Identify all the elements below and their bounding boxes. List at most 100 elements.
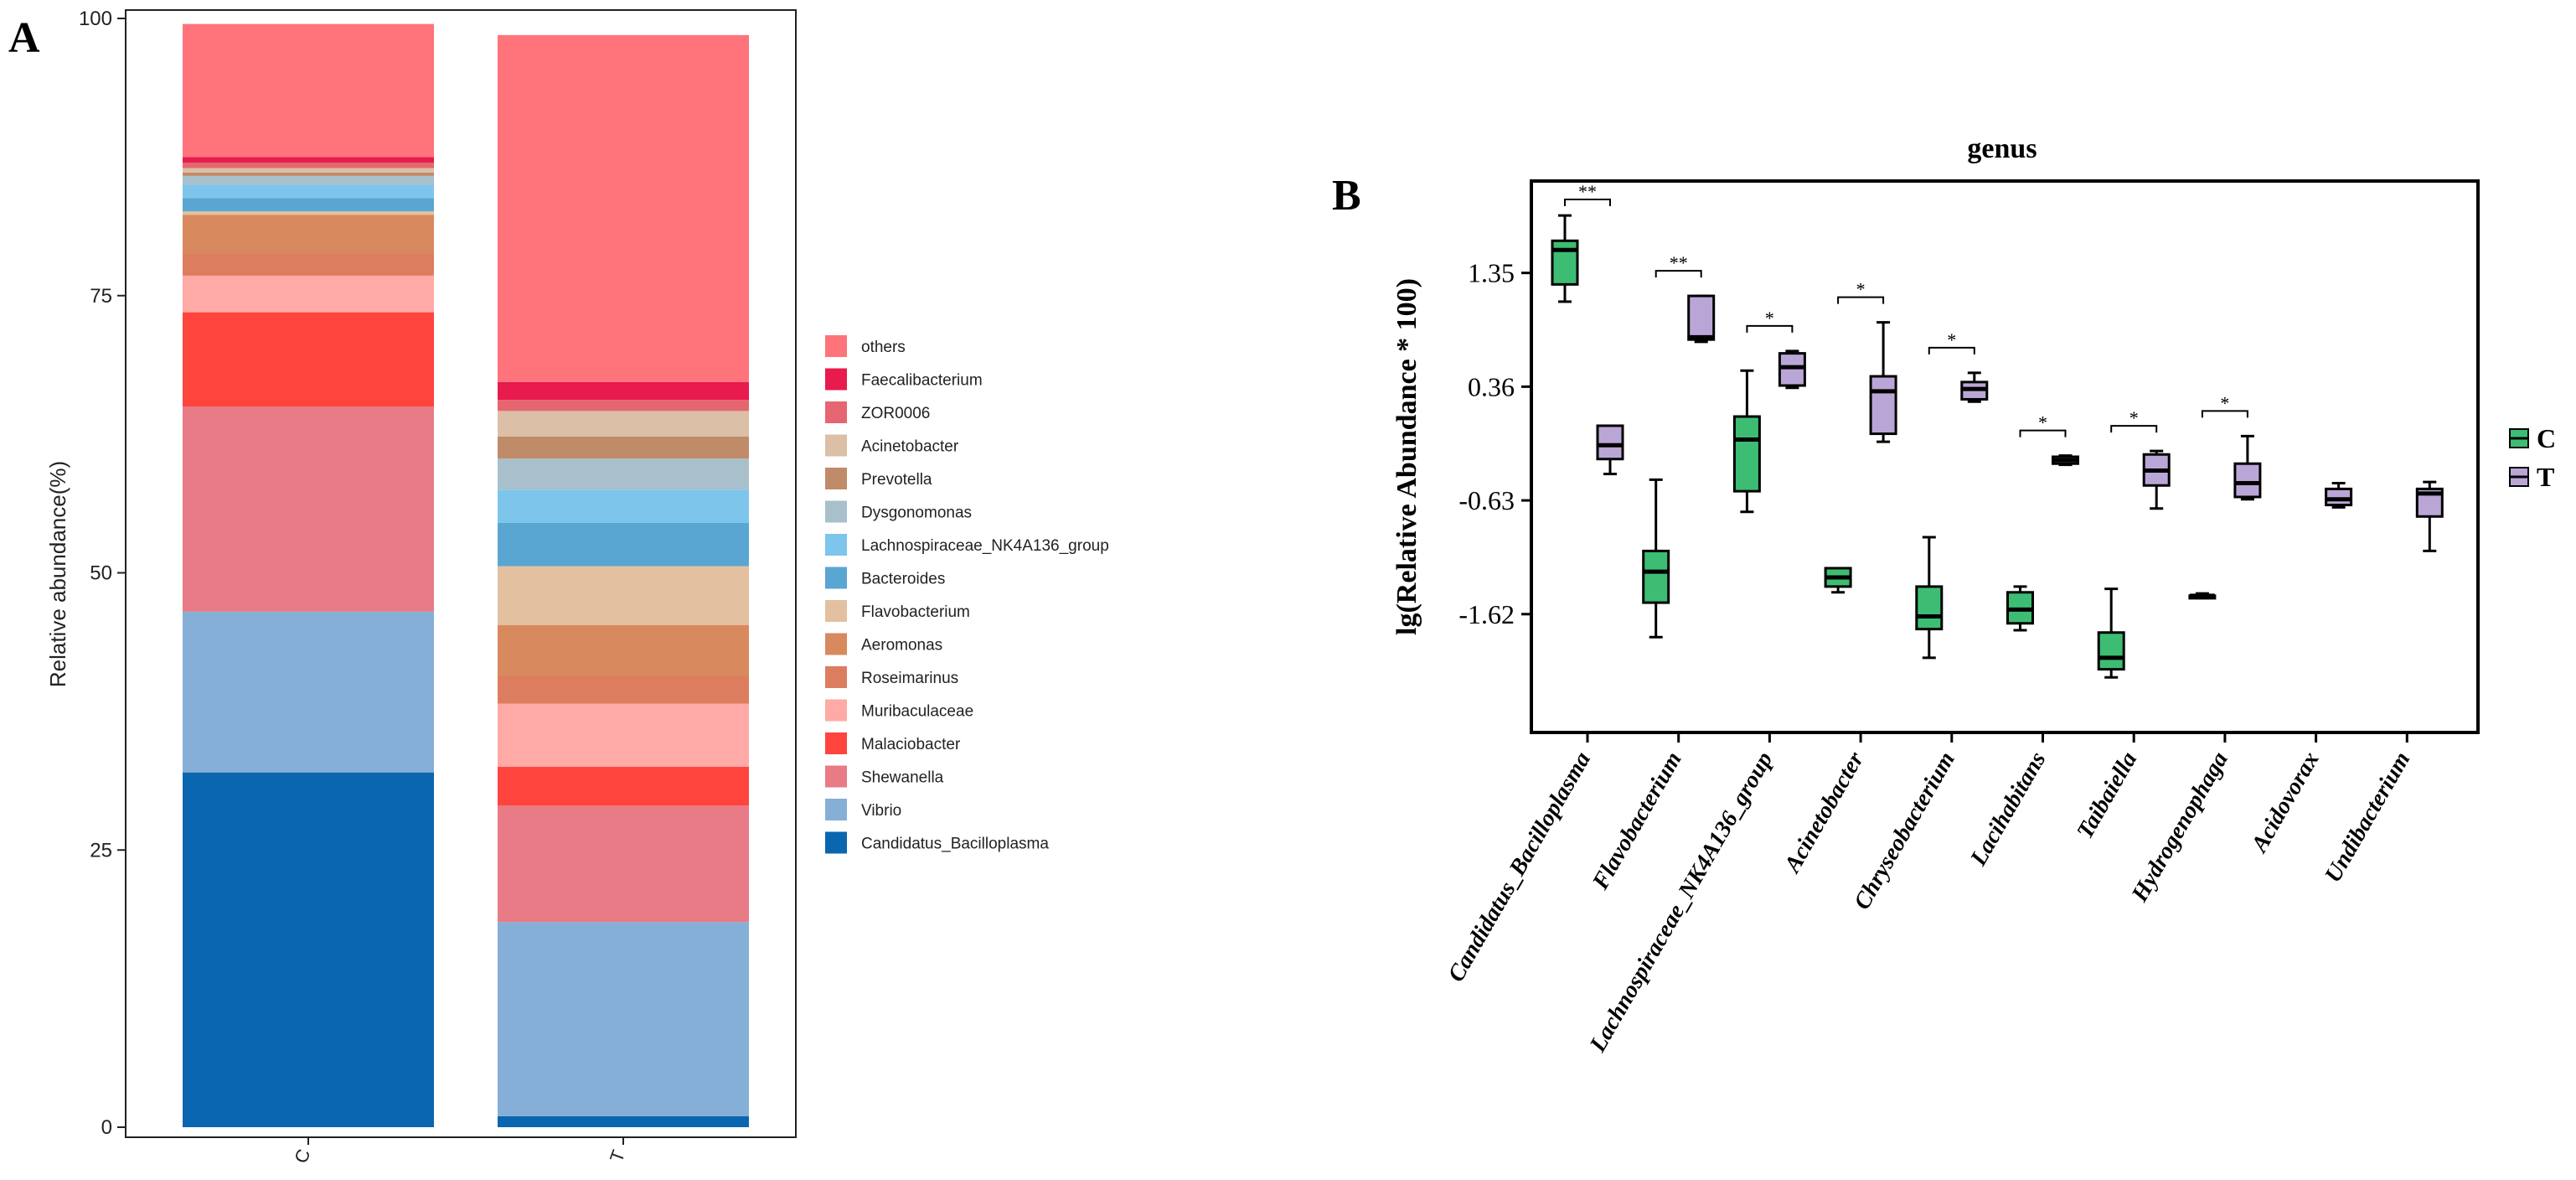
legend-label-candidatus-bacilloplasma: Candidatus_Bacilloplasma bbox=[861, 836, 1049, 853]
legend-label-faecalibacterium: Faecalibacterium bbox=[861, 372, 983, 390]
box-lachnospiraceae-nk4a136-group-t bbox=[1778, 349, 1806, 390]
bar-segment-t-bacteroides bbox=[498, 522, 749, 567]
box-plot-legend: CT bbox=[2509, 423, 2556, 492]
sig-marker-lacihabitans: * bbox=[2038, 412, 2047, 433]
legend-swatch-acinetobacter bbox=[825, 434, 847, 457]
y-tick-label-0-36: 0.36 bbox=[1468, 371, 1515, 401]
sig-bracket-taibaiella bbox=[2110, 425, 2158, 433]
sig-marker-flavobacterium: ** bbox=[1670, 252, 1688, 273]
box-candidatus-bacilloplasma-c bbox=[1551, 214, 1579, 303]
box-taibaiella-t bbox=[2142, 449, 2171, 510]
bar-segment-t-flavobacterium bbox=[498, 566, 749, 625]
bar-segment-t-zor0006 bbox=[498, 400, 749, 411]
sig-marker-chryseobacterium: * bbox=[1947, 329, 1956, 350]
bar-segment-c-malaciobacter bbox=[183, 312, 434, 407]
bar-segment-c-prevotella bbox=[183, 172, 434, 176]
box-taibaiella-c-iqr bbox=[2097, 631, 2125, 671]
sig-marker-candidatus-bacilloplasma: ** bbox=[1578, 181, 1597, 202]
panel-b-label: B bbox=[1332, 172, 1361, 220]
sig-bracket-chryseobacterium bbox=[1928, 346, 1975, 355]
box-chryseobacterium-c bbox=[1915, 536, 1944, 660]
legend-swatch-lachnospiraceae-nk4a136-group bbox=[825, 534, 847, 556]
bar-segment-c-others bbox=[183, 23, 434, 158]
bar-segment-t-vibrio bbox=[498, 922, 749, 1116]
y-tick-label-0: 0 bbox=[101, 1116, 112, 1139]
box-flavobacterium-t bbox=[1687, 294, 1716, 344]
legend-swatch-others bbox=[825, 335, 847, 357]
legend-swatch-muribaculaceae bbox=[825, 699, 847, 722]
legend-label-malaciobacter: Malaciobacter bbox=[861, 736, 961, 753]
sig-bracket-lacihabitans bbox=[2019, 429, 2067, 437]
y-tick-label-25: 25 bbox=[90, 839, 112, 862]
legend-swatch-roseimarinus bbox=[825, 666, 847, 688]
box-acidovorax-t bbox=[2325, 482, 2353, 509]
sig-marker-hydrogenophaga: * bbox=[2220, 392, 2229, 413]
box-candidatus-bacilloplasma-t-iqr bbox=[1596, 424, 1624, 461]
box-chryseobacterium-t bbox=[1960, 371, 1989, 403]
box-plot-y-axis: 1.35 0.36 -0.63 -1.62 bbox=[1458, 258, 1531, 629]
legend-label-others: others bbox=[861, 339, 906, 356]
legend-swatch-bacteroides bbox=[825, 567, 847, 589]
y-tick-label-1-62: -1.62 bbox=[1458, 599, 1515, 629]
box-taibaiella-c bbox=[2097, 587, 2125, 679]
box-chryseobacterium-c-iqr bbox=[1915, 585, 1944, 631]
box-undibacterium-t bbox=[2415, 480, 2444, 552]
sig-bracket-flavobacterium bbox=[1655, 270, 1702, 278]
box-hydrogenophaga-t-iqr bbox=[2233, 462, 2262, 499]
legend-label-vibrio: Vibrio bbox=[861, 802, 901, 820]
bar-segment-t-others bbox=[498, 34, 749, 382]
box-plot-frame bbox=[1530, 179, 2480, 734]
bar-segment-c-candidatus-bacilloplasma bbox=[183, 772, 434, 1127]
bar-segment-t-aeromonas bbox=[498, 624, 749, 676]
legend-label-flavobacterium: Flavobacterium bbox=[861, 603, 970, 621]
stacked-bar-y-axis: 0 25 50 75 100 bbox=[79, 8, 126, 1139]
box-acinetobacter-c bbox=[1824, 567, 1852, 594]
bar-segment-t-lachnospiraceae-nk4a136-group bbox=[498, 489, 749, 523]
legend-t-label: T bbox=[2537, 462, 2554, 492]
bar-segment-c-shewanella bbox=[183, 406, 434, 612]
bar-segment-c-dysgonomonas bbox=[183, 175, 434, 185]
significance-brackets: ******** ** bbox=[1564, 181, 2248, 437]
bar-segment-c-aeromonas bbox=[183, 215, 434, 254]
sig-bracket-lachnospiraceae-nk4a136-group bbox=[1746, 324, 1794, 333]
bar-segment-c-zor0006 bbox=[183, 162, 434, 168]
panel-a-label: A bbox=[8, 14, 40, 62]
legend-label-muribaculaceae: Muribaculaceae bbox=[861, 703, 973, 721]
box-candidatus-bacilloplasma-c-iqr bbox=[1551, 239, 1579, 286]
legend-swatch-dysgonomonas bbox=[825, 500, 847, 523]
bar-segment-t-roseimarinus bbox=[498, 675, 749, 704]
sig-bracket-hydrogenophaga bbox=[2201, 410, 2248, 418]
bar-segment-t-shewanella bbox=[498, 805, 749, 923]
sig-bracket-candidatus-bacilloplasma bbox=[1564, 199, 1611, 206]
y-tick-label-1-35: 1.35 bbox=[1468, 258, 1515, 288]
box-candidatus-bacilloplasma-t bbox=[1596, 424, 1624, 476]
box-lachnospiraceae-nk4a136-group-t-iqr bbox=[1778, 352, 1806, 387]
legend-c-label: C bbox=[2537, 423, 2556, 453]
legend-label-aeromonas: Aeromonas bbox=[861, 637, 942, 655]
box-hydrogenophaga-t bbox=[2233, 434, 2262, 501]
legend-label-zor0006: ZOR0006 bbox=[861, 405, 930, 422]
sig-marker-taibaiella: * bbox=[2129, 407, 2139, 428]
box-lacihabitans-c bbox=[2006, 585, 2034, 632]
bar-segment-c-muribaculaceae bbox=[183, 275, 434, 313]
box-plot-title: genus bbox=[1967, 133, 2037, 164]
bar-segment-t-muribaculaceae bbox=[498, 703, 749, 768]
legend-label-prevotella: Prevotella bbox=[861, 471, 932, 489]
legend-label-bacteroides: Bacteroides bbox=[861, 571, 945, 588]
box-flavobacterium-c-iqr bbox=[1642, 549, 1670, 604]
legend-label-dysgonomonas: Dysgonomonas bbox=[861, 505, 972, 522]
stacked-bar-y-axis-label: Relative abundance(%) bbox=[45, 461, 70, 687]
bar-segment-c-lachnospiraceae-nk4a136-group bbox=[183, 184, 434, 199]
y-tick-label-50: 50 bbox=[90, 562, 112, 585]
legend-swatch-flavobacterium bbox=[825, 600, 847, 622]
box-plot-boxes bbox=[1551, 214, 2444, 679]
bar-segment-t-prevotella bbox=[498, 436, 749, 459]
legend-swatch-zor0006 bbox=[825, 401, 847, 423]
bar-segment-t-dysgonomonas bbox=[498, 458, 749, 490]
bar-segment-c-faecalibacterium bbox=[183, 157, 434, 163]
box-flavobacterium-c bbox=[1642, 478, 1670, 639]
box-acinetobacter-t-iqr bbox=[1869, 375, 1897, 436]
box-plot-y-axis-label: lg(Relative Abundance * 100) bbox=[1391, 278, 1422, 635]
stacked-bar-legend: others Faecalibacterium ZOR0006 Acinetobact… bbox=[825, 335, 1109, 854]
